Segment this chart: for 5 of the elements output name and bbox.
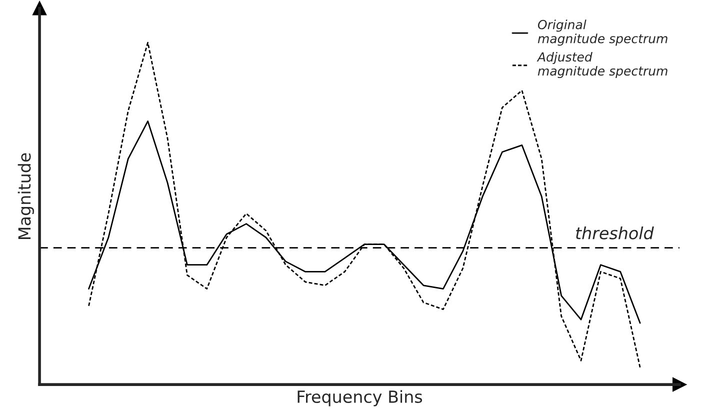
x-axis-title: Frequency Bins	[298, 390, 422, 406]
legend-label: Original magnitude spectrum	[538, 20, 668, 46]
legend-label: Adjusted magnitude spectrum	[536, 52, 668, 78]
ref-line-label: threshold	[576, 226, 654, 240]
y-axis-title: Magnitude	[18, 153, 34, 239]
